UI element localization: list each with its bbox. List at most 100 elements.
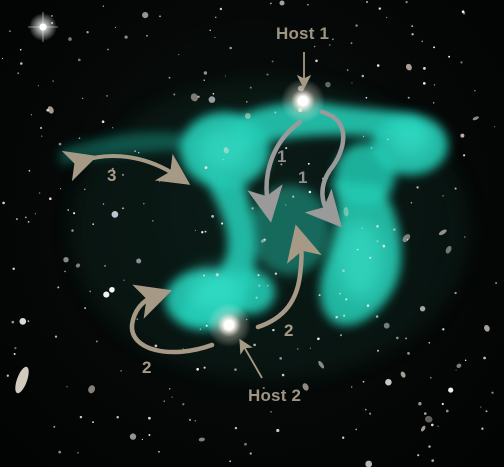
star xyxy=(38,192,41,194)
star xyxy=(59,188,62,190)
star xyxy=(102,5,105,7)
background-galaxy xyxy=(420,425,426,432)
host-galaxy-2 xyxy=(207,303,251,347)
star xyxy=(387,138,389,141)
star xyxy=(355,24,358,27)
star xyxy=(422,82,426,85)
star xyxy=(345,298,348,301)
star xyxy=(339,293,341,295)
stream-3-arrow xyxy=(61,150,191,185)
star xyxy=(249,86,252,89)
star xyxy=(474,90,476,92)
star xyxy=(1,57,4,60)
star xyxy=(395,336,399,340)
star xyxy=(2,201,5,205)
star xyxy=(292,195,295,198)
star xyxy=(448,55,451,58)
star xyxy=(464,236,466,238)
star xyxy=(356,248,359,251)
star xyxy=(441,402,444,406)
star xyxy=(405,0,408,4)
star xyxy=(152,220,154,222)
star xyxy=(433,46,436,49)
star xyxy=(58,450,62,454)
star xyxy=(421,40,423,43)
star xyxy=(433,84,436,86)
star xyxy=(416,186,419,189)
star xyxy=(92,223,95,226)
star xyxy=(215,16,217,18)
star xyxy=(485,410,488,413)
star xyxy=(378,7,382,10)
star xyxy=(362,135,365,138)
star xyxy=(79,415,83,419)
star xyxy=(212,93,215,95)
star xyxy=(361,74,365,78)
star xyxy=(382,244,386,248)
star xyxy=(143,202,145,205)
star xyxy=(136,318,139,321)
star xyxy=(407,352,410,355)
star xyxy=(122,207,124,210)
star xyxy=(272,200,275,203)
star xyxy=(280,163,283,166)
star xyxy=(178,53,180,56)
star xyxy=(244,113,251,119)
star xyxy=(71,229,74,232)
star xyxy=(39,126,43,130)
star xyxy=(417,454,420,457)
background-galaxy xyxy=(260,238,267,243)
background-galaxy xyxy=(302,383,309,391)
host1-label: Host 1 xyxy=(276,24,330,43)
star xyxy=(95,340,98,343)
star xyxy=(339,334,343,337)
star xyxy=(171,396,173,398)
star xyxy=(116,416,119,419)
star xyxy=(111,211,119,218)
host2-pointer xyxy=(239,338,263,379)
star xyxy=(272,328,275,332)
star xyxy=(494,126,496,128)
star xyxy=(369,256,372,259)
star xyxy=(257,274,260,277)
stream-1b-arrow xyxy=(304,109,346,228)
background-galaxy xyxy=(484,324,490,332)
star xyxy=(342,436,345,439)
star xyxy=(428,445,431,448)
star xyxy=(124,35,128,39)
star xyxy=(209,29,211,32)
star xyxy=(234,368,237,371)
star xyxy=(271,60,274,63)
star xyxy=(20,62,23,65)
background-galaxy xyxy=(445,245,452,254)
star xyxy=(274,111,277,114)
star xyxy=(251,207,254,210)
background-galaxy xyxy=(472,116,479,121)
star xyxy=(309,347,311,349)
star xyxy=(92,421,94,424)
star xyxy=(63,257,69,263)
star xyxy=(454,291,457,295)
star xyxy=(211,215,214,218)
star xyxy=(335,315,338,319)
star xyxy=(285,147,288,150)
star xyxy=(120,370,122,372)
star xyxy=(28,169,31,172)
star xyxy=(13,352,16,356)
star xyxy=(442,195,444,197)
star xyxy=(276,428,280,433)
star xyxy=(329,44,331,46)
edge-on-galaxy xyxy=(15,366,29,394)
emission-cores xyxy=(187,122,432,312)
background-galaxy xyxy=(402,234,411,243)
star xyxy=(101,120,105,123)
star xyxy=(376,224,379,228)
star xyxy=(182,348,184,350)
star xyxy=(411,25,414,27)
star xyxy=(109,287,115,293)
star xyxy=(411,33,414,36)
star xyxy=(136,258,142,264)
background-galaxy xyxy=(343,207,349,217)
